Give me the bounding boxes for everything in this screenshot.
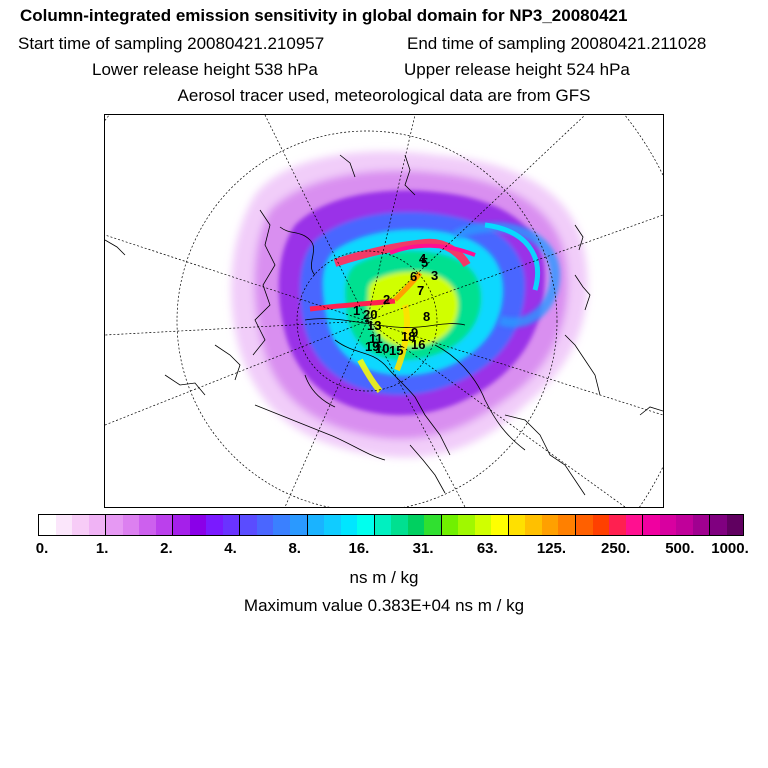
colorbar-segment (659, 515, 677, 535)
tracer-note-text: Aerosol tracer used, meteorological data… (177, 86, 591, 105)
upper-height-text: Upper release height 524 hPa (404, 60, 630, 79)
colorbar-segment (105, 515, 123, 535)
plume-arc-inner (484, 222, 541, 291)
release-label: 9 (411, 325, 418, 340)
colorbar-tick-label: 1000. (711, 540, 749, 557)
colorbar-segment (324, 515, 341, 535)
release-label: 13 (367, 318, 381, 333)
colorbar-tick-label: 2. (160, 540, 173, 557)
release-label: 19 (365, 339, 379, 354)
release-label: 10 (375, 341, 389, 356)
colorbar-segment (122, 515, 140, 535)
colorbar-segment (206, 515, 223, 535)
sensitivity-map: 4 5 6 3 7 1 2 20 8 13 11 19 10 9 18 16 1… (105, 115, 663, 507)
colorbar-segment (189, 515, 207, 535)
colorbar-tick-label: 0. (35, 540, 49, 557)
colorbar-segment (273, 515, 290, 535)
release-label: 11 (369, 331, 383, 346)
figure-title: Column-integrated emission sensitivity i… (20, 6, 628, 25)
colorbar-segment (676, 515, 693, 535)
colorbar-segment (541, 515, 559, 535)
release-label: 4 (419, 251, 427, 266)
colorbar-segment (491, 515, 508, 535)
colorbar-segment (525, 515, 542, 535)
colorbar-segment (625, 515, 643, 535)
colorbar-segment (373, 515, 392, 535)
colorbar-units: ns m / kg (349, 568, 419, 587)
release-label: 7 (417, 283, 424, 298)
release-label: 2 (383, 292, 390, 307)
release-label: 15 (389, 343, 403, 358)
colorbar-segment (391, 515, 408, 535)
graticule (105, 115, 663, 507)
maximum-value-text: Maximum value 0.383E+04 ns m / kg (243, 596, 525, 615)
colorbar-segment (88, 515, 106, 535)
map-panel: 4 5 6 3 7 1 2 20 8 13 11 19 10 9 18 16 1… (104, 114, 664, 508)
colorbar-segment (155, 515, 173, 535)
colorbar-segment (474, 515, 492, 535)
colorbar-tick-label: 1. (95, 540, 109, 557)
release-label: 16 (411, 337, 425, 352)
colorbar-segment (357, 515, 374, 535)
colorbar-segment (289, 515, 307, 535)
colorbar-segment (709, 515, 727, 535)
release-label: 20 (363, 307, 377, 322)
colorbar-segment (256, 515, 274, 535)
colorbar-segment (172, 515, 190, 535)
colorbar (38, 514, 744, 536)
coastlines (105, 154, 663, 496)
release-label: 3 (431, 268, 438, 283)
colorbar-segment (592, 515, 610, 535)
colorbar-tick-label: 31. (412, 540, 434, 557)
colorbar-tick-label: 8. (288, 540, 301, 557)
colorbar-segment (72, 515, 89, 535)
release-label: 18 (401, 329, 415, 344)
release-labels: 4 5 6 3 7 1 2 20 8 13 11 19 10 9 18 16 1… (353, 251, 438, 358)
colorbar-segment (139, 515, 156, 535)
colorbar-segment (726, 515, 744, 535)
colorbar-segment (306, 515, 325, 535)
colorbar-segment (239, 515, 257, 535)
colorbar-tick-label: 4. (224, 540, 237, 557)
colorbar-segment (440, 515, 459, 535)
colorbar-segment (222, 515, 240, 535)
colorbar-segment (575, 515, 593, 535)
colorbar-tick-label: 16. (348, 540, 370, 557)
colorbar-segment (407, 515, 425, 535)
colorbar-segment (424, 515, 441, 535)
release-label: 5 (421, 255, 428, 270)
colorbar-segment (558, 515, 575, 535)
colorbar-segment (609, 515, 626, 535)
colorbar-segment (55, 515, 73, 535)
colorbar-tick-label: 250. (601, 540, 631, 557)
colorbar-segment (340, 515, 358, 535)
colorbar-segment (39, 515, 56, 535)
lower-height-text: Lower release height 538 hPa (92, 60, 318, 79)
end-time-text: End time of sampling 20080421.211028 (407, 34, 707, 53)
colorbar-segment (507, 515, 526, 535)
colorbar-tick-label: 125. (536, 540, 567, 557)
colorbar-tick-label: 500. (665, 540, 695, 557)
release-label: 8 (423, 309, 430, 324)
colorbar-segment (692, 515, 710, 535)
colorbar-segment (458, 515, 475, 535)
release-label: 6 (410, 269, 417, 284)
plume-core (309, 238, 476, 393)
start-time-text: Start time of sampling 20080421.210957 (18, 34, 325, 53)
colorbar-tick-label: 63. (476, 540, 498, 557)
release-label: 1 (353, 303, 360, 318)
colorbar-segment (642, 515, 660, 535)
